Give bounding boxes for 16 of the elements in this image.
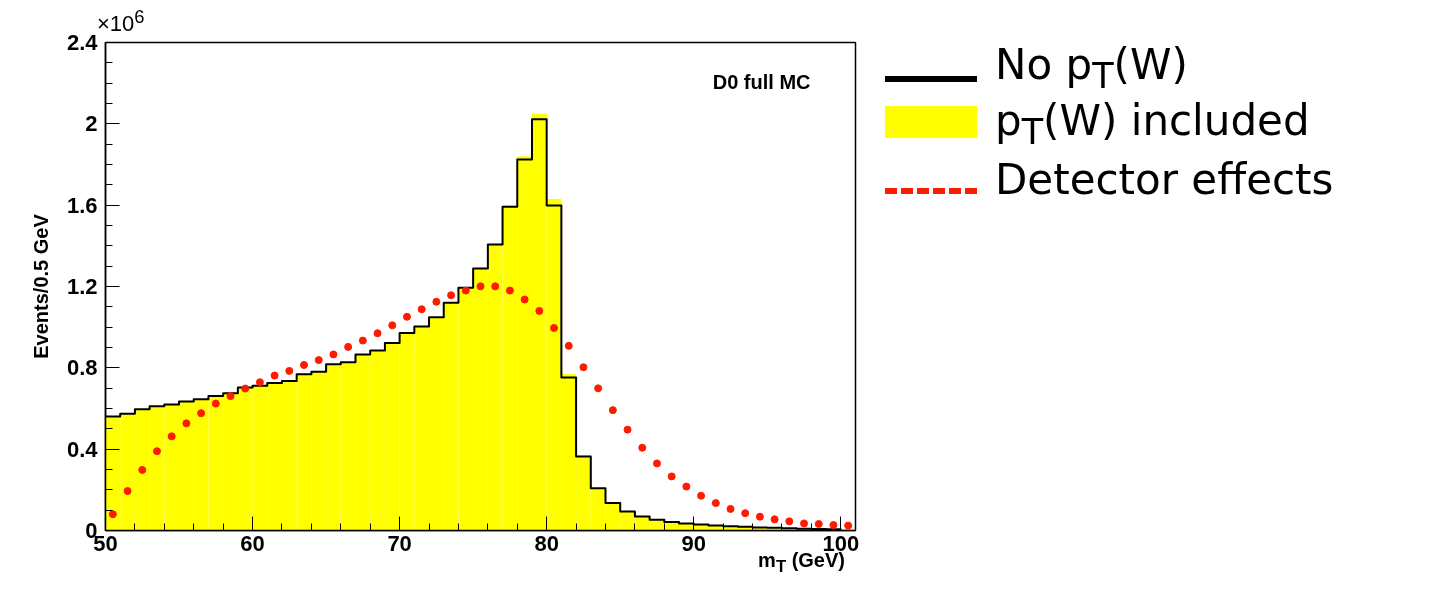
x-tick-label: 60	[240, 530, 265, 556]
x-tick-label: 80	[534, 530, 559, 556]
y-axis-title: Events/0.5 GeV	[29, 213, 52, 359]
legend-label: No p$_{T}$(W)	[995, 39, 1188, 97]
y-tick-label: 0.8	[66, 355, 98, 381]
annotation: D0 full MC	[712, 70, 811, 93]
legend-label: p$_{T}$(W) included	[995, 95, 1310, 153]
x-tick-label: 90	[681, 530, 706, 556]
y-tick-label: 0.4	[66, 436, 99, 462]
y-tick-label: 2	[85, 111, 98, 137]
x-tick-label: 70	[387, 530, 412, 556]
text: ×10$^{6}$	[97, 5, 145, 37]
y-tick-label: 1.6	[66, 192, 98, 218]
legend-label: Detector effects	[995, 155, 1334, 204]
y-tick-label: 2.4	[66, 30, 99, 55]
y-tick-label: 1.2	[66, 274, 98, 299]
